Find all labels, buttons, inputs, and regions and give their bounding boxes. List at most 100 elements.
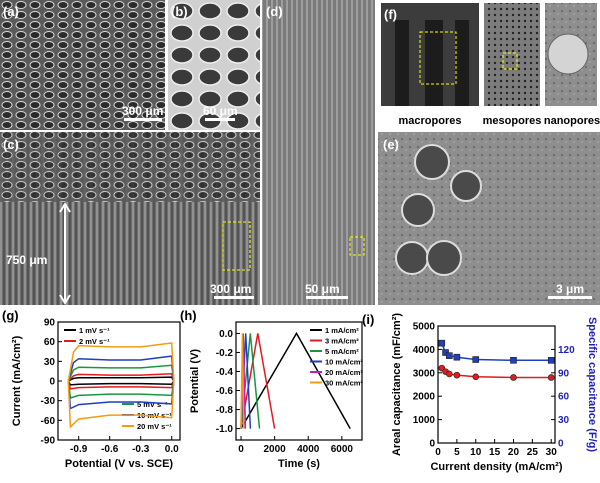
y2-tick-label: 120 [558,345,575,356]
pore [395,20,409,106]
legend-label: 1 mA/cm² [325,326,359,335]
y-tick-label: -1.0 [216,424,234,435]
y-tick-label: -0.8 [216,405,234,416]
point [510,357,517,364]
y-tick-label: 4000 [413,345,436,356]
x-tick-label: -0.9 [70,444,88,455]
y2-tick-label: 90 [558,368,570,379]
zoom-box [349,236,365,256]
x-tick-label: 25 [527,447,539,458]
x-tick-label: 30 [546,447,558,458]
zoom-box [502,52,518,70]
x-tick-label: 0.0 [165,444,179,455]
sem-image-top [0,132,260,202]
series-line [240,333,276,429]
point [547,357,555,364]
legend-label: 5 mV s⁻¹ [137,400,168,409]
y-tick-label: 1000 [413,415,436,426]
zoom-box [419,31,457,85]
y2-tick-label: 60 [558,392,570,403]
y-axis-label: Areal capacitance (mF/cm²) [391,313,403,456]
pore [425,20,443,106]
caption: macropores [399,115,462,127]
caption: mesopores [483,115,542,127]
scale-label: 50 μm [305,282,340,296]
series-line [67,342,175,429]
y2-axis-label: Specific capacitance (F/g) [586,317,598,452]
point [446,352,453,359]
x-tick-label: 0 [238,444,244,455]
point [438,339,446,347]
x-tick-label: 2000 [264,444,287,455]
point [453,353,461,361]
point [453,371,461,379]
y-tick-label: 0.0 [219,329,233,340]
pore [455,20,469,106]
caption: nanopores [544,115,600,127]
point [547,374,555,381]
panel-label: (b) [171,4,188,19]
x-tick-label: 5 [454,447,460,458]
y-tick-label: 30 [44,357,56,368]
particle [401,193,435,227]
series-line [240,331,351,429]
legend-label: 5 mA/cm² [325,347,359,356]
panel-label: (d) [266,4,283,19]
panel-label: (e) [383,137,399,152]
y-tick-label: 3000 [413,368,436,379]
point [510,374,517,381]
thickness-label: 750 μm [6,253,47,267]
x-tick-label: -0.3 [132,444,150,455]
scale-bar [306,296,348,299]
y-tick-label: 60 [44,337,56,348]
x-axis-label: Potential (V vs. SCE) [65,458,174,470]
y-tick-label: 2000 [413,392,436,403]
scale-label: 300 μm [122,104,163,118]
panel-label: (g) [2,308,19,323]
arrow-heads [59,202,71,305]
y-tick-label: 5000 [413,322,436,333]
particle [414,144,450,180]
series-line [240,333,245,429]
y-tick-label: -90 [41,436,56,447]
legend-label: 30 mA/cm² [325,379,363,388]
plot-frame [437,325,556,444]
x-tick-label: 6000 [331,444,354,455]
particle [395,241,429,275]
particle [426,240,462,276]
series-line [67,364,175,399]
x-axis-label: Time (s) [278,458,320,470]
y-tick-label: -0.4 [216,367,234,378]
y-tick-label: -30 [41,396,56,407]
scale-bar [214,296,254,299]
x-tick-label: -0.6 [101,444,119,455]
scale-label: 3 μm [556,282,584,296]
point [446,370,453,378]
legend-label: 20 mV s⁻¹ [137,422,172,431]
panel-label: (i) [362,312,374,327]
x-tick-label: 0 [435,447,441,458]
scale-bar [124,118,162,121]
scale-label: 300 μm [210,282,251,296]
legend-label: 1 mV s⁻¹ [79,326,110,335]
panel-label: (a) [3,4,19,19]
panel-label: (h) [180,308,197,323]
sem-image [262,0,375,305]
sphere [547,33,589,75]
x-tick-label: 4000 [297,444,320,455]
point [472,356,480,363]
plot-frame [235,321,363,441]
y-tick-label: 0 [429,439,435,450]
x-tick-label: 15 [489,447,501,458]
y-axis-label: Current (mA/cm²) [11,335,23,426]
particle [450,170,482,202]
x-tick-label: 10 [470,447,482,458]
scale-bar [548,296,592,299]
render-meso [484,3,540,106]
y-tick-label: 0 [49,377,55,388]
x-tick-label: 20 [508,447,520,458]
legend-label: 10 mV s⁻¹ [137,411,172,420]
legend-label: 20 mA/cm² [325,368,363,377]
panel-label: (f) [384,7,397,22]
legend-label: 3 mA/cm² [325,337,359,346]
